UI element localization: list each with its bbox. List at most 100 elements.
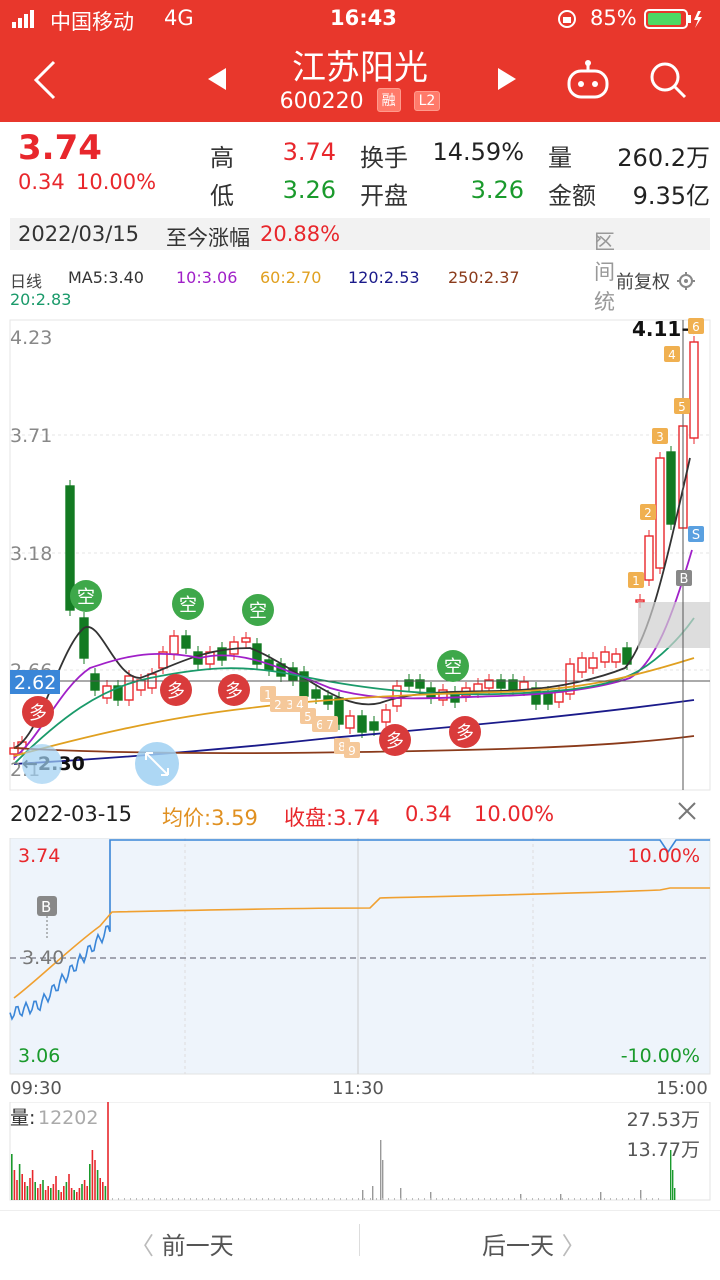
ma-line	[13, 549, 693, 759]
battery-icon	[644, 9, 704, 34]
volume-bar	[50, 1188, 52, 1200]
status-bar: 中国移动 4G 16:43 85%	[0, 0, 720, 38]
signal-badge: 空	[172, 588, 204, 620]
intraday-chart[interactable]: 3.74 3.40 3.06 10.00% -10.00% B 09:30 11…	[0, 838, 720, 1102]
volume-bar	[466, 1198, 467, 1200]
count-badge: 7	[322, 716, 338, 732]
volume-bar	[400, 1198, 401, 1200]
y-label-2: 3.71	[10, 425, 52, 447]
volume-bar	[484, 1198, 485, 1200]
volume-bar	[382, 1160, 384, 1200]
volume-bar	[550, 1198, 551, 1200]
kline-chart[interactable]: 4.23 3.71 3.18 2.66 2.1 2.62 4.11→ ←2.30…	[0, 318, 720, 796]
volume-bar	[268, 1198, 269, 1200]
volume-bar	[592, 1198, 593, 1200]
svg-text:B: B	[680, 572, 689, 587]
open-value: 3.26	[470, 176, 524, 204]
volume-bar	[226, 1198, 227, 1200]
robot-icon[interactable]	[566, 60, 610, 104]
highlight-box	[638, 602, 710, 648]
signal-badge: 多	[22, 696, 54, 728]
scroll-handle-icon[interactable]	[22, 744, 62, 784]
ma250-label: 250:2.37	[448, 268, 520, 287]
turnover-value: 14.59%	[432, 138, 524, 166]
volume-bar	[556, 1198, 557, 1200]
volume-bar	[362, 1190, 364, 1200]
volume-bar	[166, 1198, 167, 1200]
count-badge: S	[688, 526, 704, 543]
gear-icon	[676, 272, 696, 293]
volume-bar	[238, 1198, 239, 1200]
candle	[666, 446, 676, 530]
volume-bar	[520, 1194, 522, 1200]
volume-bar	[478, 1198, 479, 1200]
volume-bar	[102, 1182, 104, 1200]
time-start: 09:30	[10, 1078, 62, 1099]
chevron-right-icon: 〉	[561, 1232, 586, 1260]
volume-bar	[262, 1198, 263, 1200]
volume-bar	[99, 1178, 101, 1200]
svg-text:S: S	[692, 528, 700, 543]
ma-line	[13, 617, 695, 765]
y-label-top: 4.23	[10, 327, 52, 349]
signal-markers: 空空空空多多 多多 多12 3 456 78 9123456BS	[22, 318, 704, 758]
signal-badge: 多	[449, 716, 481, 748]
volume-bars	[11, 1102, 676, 1200]
candle	[565, 658, 575, 700]
volume-bar	[658, 1198, 659, 1200]
buy-marker-bg	[37, 896, 57, 916]
expand-icon[interactable]	[135, 742, 179, 786]
adjust-button[interactable]: 前复权	[616, 268, 696, 294]
intraday-header: 2022-03-15 均价:3.59 收盘:3.74 0.34 10.00%	[0, 798, 720, 834]
ma-line	[13, 457, 691, 749]
volume-bar	[672, 1170, 674, 1200]
ma-line	[13, 699, 695, 765]
volume-bar	[63, 1186, 65, 1200]
close-icon[interactable]	[676, 800, 698, 827]
volume-bar	[358, 1198, 359, 1200]
svg-text:8: 8	[338, 740, 346, 754]
volume-bar	[274, 1198, 275, 1200]
date-text: 2022/03/15	[18, 222, 140, 246]
volume-bar	[68, 1174, 70, 1200]
next-day-label: 后一天	[482, 1232, 554, 1260]
period-label[interactable]: 日线	[10, 272, 43, 291]
volume-bar	[514, 1198, 515, 1200]
search-icon[interactable]	[648, 60, 688, 104]
volume-bar	[81, 1184, 83, 1200]
next-stock-icon[interactable]	[494, 66, 520, 96]
carrier-text: 中国移动	[50, 10, 134, 34]
volume-bar	[13, 1170, 16, 1200]
price-tag-bg	[10, 670, 60, 694]
count-badge: 3	[652, 428, 668, 444]
volume-bar	[376, 1198, 377, 1200]
date-bar: 2022/03/15 至今涨幅 20.88% 区间统计 ›	[10, 218, 710, 344]
current-price: 3.74	[18, 128, 102, 168]
rotation-lock-icon	[556, 8, 578, 35]
candle	[345, 710, 355, 734]
volume-bar	[250, 1198, 251, 1200]
candle	[79, 612, 89, 664]
volume-bar	[388, 1198, 389, 1200]
candle	[124, 670, 134, 706]
back-icon[interactable]	[30, 58, 60, 106]
footer-nav: 〈 前一天 后一天 〉	[0, 1210, 720, 1280]
volume-bar	[280, 1198, 281, 1200]
prev-day-button[interactable]: 〈 前一天	[130, 1226, 234, 1261]
signal-badge: 多	[218, 674, 250, 706]
svg-text:空: 空	[77, 587, 95, 608]
app-header: 中国移动 4G 16:43 85% 江苏阳光 600220 融 L2	[0, 0, 720, 122]
candle	[369, 716, 379, 736]
volume-bar	[448, 1198, 449, 1200]
volume-bar	[412, 1198, 413, 1200]
next-day-button[interactable]: 后一天 〉	[482, 1226, 586, 1261]
amount-label: 金额	[548, 182, 596, 210]
volume-bar	[118, 1198, 119, 1200]
signal-badge: 空	[242, 594, 274, 626]
volume-bar	[73, 1190, 75, 1200]
volume-bar	[178, 1198, 179, 1200]
volume-bar	[190, 1198, 191, 1200]
volume-bar	[322, 1198, 323, 1200]
previous-stock-icon[interactable]	[204, 66, 230, 96]
volume-bar	[94, 1160, 96, 1200]
